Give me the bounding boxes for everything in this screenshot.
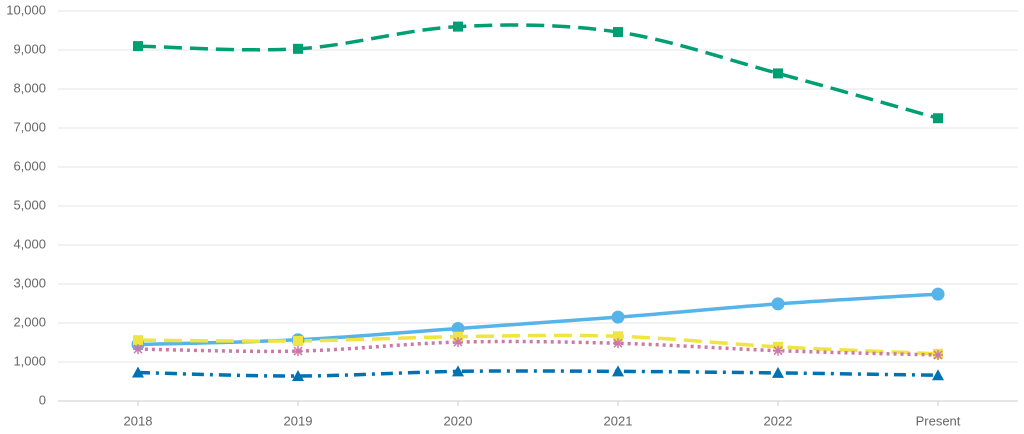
y-tick-label: 3,000 [13, 275, 46, 290]
x-tick-label: 2021 [604, 413, 633, 428]
point [133, 344, 143, 355]
series-line [137, 339, 939, 357]
point [771, 297, 785, 311]
point [292, 370, 304, 382]
point [931, 287, 945, 301]
point [133, 41, 143, 52]
point [453, 331, 463, 342]
x-tick-label: 2022 [764, 413, 793, 428]
point [772, 366, 784, 378]
point [933, 113, 943, 124]
point [773, 345, 783, 356]
point [452, 365, 464, 377]
x-tick-label: Present [916, 413, 961, 428]
point [613, 331, 623, 342]
y-tick-label: 5,000 [13, 197, 46, 212]
y-tick-label: 0 [39, 392, 46, 407]
point [293, 346, 303, 357]
y-tick-label: 4,000 [13, 236, 46, 251]
y-tick-label: 7,000 [13, 119, 46, 134]
point [132, 366, 144, 378]
series-line [137, 23, 939, 120]
x-tick-label: 2018 [124, 413, 153, 428]
point [773, 68, 783, 79]
series-line [137, 333, 939, 356]
y-tick-label: 8,000 [13, 80, 46, 95]
x-tick-label: 2020 [444, 413, 473, 428]
point [293, 335, 303, 346]
y-tick-label: 9,000 [13, 41, 46, 56]
point [613, 27, 623, 38]
y-tick-label: 10,000 [6, 2, 46, 17]
x-tick-label: 2019 [284, 413, 313, 428]
point [293, 43, 303, 54]
point [453, 21, 463, 32]
point [453, 337, 463, 348]
point [932, 369, 944, 381]
y-tick-label: 1,000 [13, 353, 46, 368]
series-line [137, 369, 939, 378]
point [933, 349, 943, 360]
y-tick-label: 6,000 [13, 158, 46, 173]
point [133, 335, 143, 346]
point [612, 365, 624, 377]
y-tick-label: 2,000 [13, 314, 46, 329]
point [613, 338, 623, 349]
point [611, 310, 625, 324]
